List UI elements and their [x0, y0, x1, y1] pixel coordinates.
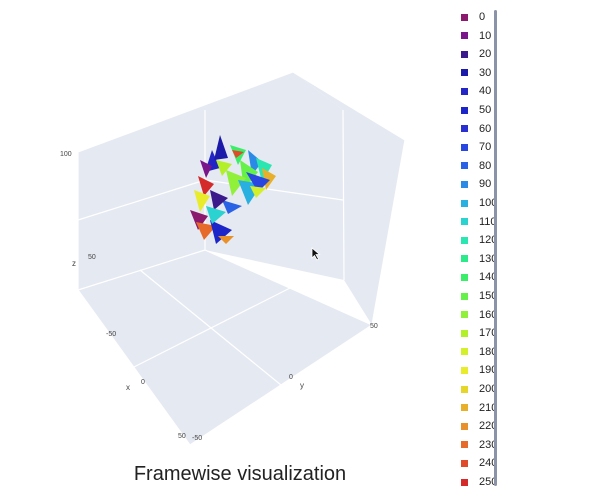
- legend-label: 180: [479, 345, 498, 358]
- legend-item[interactable]: 120: [456, 233, 497, 247]
- legend-swatch: [461, 218, 468, 226]
- x-tick-50: 50: [178, 433, 186, 440]
- legend-swatch: [461, 385, 468, 393]
- legend-item[interactable]: 150: [456, 289, 497, 303]
- data-cluster: [190, 135, 276, 244]
- legend-swatch: [461, 199, 468, 207]
- legend-label: 60: [479, 122, 492, 135]
- legend-swatch: [461, 180, 468, 188]
- legend-label: 0: [479, 11, 486, 23]
- legend-swatch: [461, 255, 468, 263]
- legend-label: 170: [479, 327, 498, 340]
- legend-item[interactable]: 40: [456, 84, 491, 98]
- plot-title: Framewise visualization: [133, 463, 347, 485]
- grid-lines: [77, 71, 406, 446]
- legend-swatch: [461, 422, 468, 430]
- legend-item[interactable]: 110: [456, 215, 497, 229]
- legend: 0 10 20 30 40 50 60 70 80 90 100 110 120 130 140 150 160…: [456, 8, 498, 488]
- legend-swatch: [461, 366, 468, 374]
- legend-label: 160: [479, 308, 498, 321]
- legend-label: 20: [479, 48, 492, 61]
- legend-swatch: [461, 478, 468, 486]
- legend-item[interactable]: 180: [456, 345, 497, 359]
- legend-item[interactable]: 0: [456, 10, 485, 24]
- x-axis-title: x: [126, 383, 130, 392]
- legend-swatch: [461, 348, 468, 356]
- legend-item[interactable]: 200: [456, 382, 497, 396]
- mouse-pointer-icon: [311, 247, 321, 261]
- legend-swatch: [461, 311, 468, 319]
- legend-item[interactable]: 130: [456, 252, 497, 266]
- z-tick-50: 50: [88, 254, 96, 261]
- legend-item[interactable]: 140: [456, 270, 497, 284]
- legend-label: 50: [479, 104, 492, 116]
- legend-swatch: [461, 162, 468, 170]
- legend-label: 130: [479, 252, 498, 265]
- x-tick-0: 0: [141, 379, 145, 386]
- y-tick-neg50: -50: [192, 435, 202, 442]
- legend-label: 90: [479, 178, 492, 191]
- legend-item[interactable]: 30: [456, 66, 491, 80]
- legend-item[interactable]: 230: [456, 438, 497, 452]
- legend-item[interactable]: 90: [456, 177, 491, 191]
- legend-label: 190: [479, 364, 498, 377]
- legend-item[interactable]: 60: [456, 122, 491, 136]
- legend-label: 80: [479, 159, 492, 172]
- y-tick-50: 50: [370, 323, 378, 330]
- legend-swatch: [461, 50, 468, 58]
- legend-label: 200: [479, 383, 498, 395]
- legend-swatch: [461, 273, 468, 281]
- z-tick-100: 100: [60, 151, 72, 158]
- y-tick-0: 0: [289, 374, 293, 381]
- back-right-wall: [293, 72, 405, 325]
- legend-swatch: [461, 13, 468, 21]
- legend-label: 10: [479, 29, 492, 42]
- legend-label: 250: [479, 476, 498, 488]
- y-axis-title: y: [300, 381, 304, 390]
- legend-label: 110: [479, 215, 497, 228]
- z-axis-title: z: [72, 259, 76, 268]
- legend-swatch: [461, 329, 468, 337]
- legend-swatch: [461, 236, 468, 244]
- legend-swatch: [461, 125, 468, 133]
- legend-swatch: [461, 404, 468, 412]
- legend-item[interactable]: 240: [456, 456, 497, 470]
- legend-swatch: [461, 32, 468, 40]
- legend-swatch: [461, 87, 468, 95]
- legend-item[interactable]: 80: [456, 159, 491, 173]
- scene-canvas[interactable]: 100 50 z -50 0 50 x -50 0 50 y: [0, 0, 450, 497]
- legend-item[interactable]: 50: [456, 103, 491, 117]
- 3d-scene[interactable]: 100 50 z -50 0 50 x -50 0 50 y: [0, 0, 450, 497]
- legend-item[interactable]: 100: [456, 196, 497, 210]
- legend-label: 30: [479, 66, 492, 79]
- legend-swatch: [461, 69, 468, 77]
- floor: [78, 250, 372, 445]
- legend-item[interactable]: 170: [456, 326, 497, 340]
- legend-label: 100: [479, 197, 498, 209]
- legend-item[interactable]: 250: [456, 475, 497, 489]
- legend-label: 140: [479, 271, 498, 284]
- legend-label: 150: [479, 290, 498, 302]
- legend-label: 240: [479, 457, 498, 470]
- legend-item[interactable]: 20: [456, 47, 491, 61]
- legend-item[interactable]: 210: [456, 401, 497, 415]
- legend-label: 220: [479, 420, 498, 433]
- legend-swatch: [461, 292, 468, 300]
- legend-item[interactable]: 190: [456, 363, 497, 377]
- legend-swatch: [461, 441, 468, 449]
- legend-item[interactable]: 10: [456, 29, 491, 43]
- legend-item[interactable]: 220: [456, 419, 497, 433]
- legend-swatch: [461, 459, 468, 467]
- x-tick-neg50: -50: [106, 331, 116, 338]
- legend-item[interactable]: 160: [456, 308, 497, 322]
- legend-label: 210: [479, 401, 498, 414]
- legend-label: 230: [479, 438, 498, 451]
- legend-scrollbar[interactable]: [494, 10, 497, 486]
- legend-label: 70: [479, 141, 492, 154]
- legend-swatch: [461, 143, 468, 151]
- legend-item[interactable]: 70: [456, 140, 491, 154]
- legend-label: 120: [479, 234, 498, 247]
- legend-swatch: [461, 106, 468, 114]
- legend-label: 40: [479, 85, 492, 98]
